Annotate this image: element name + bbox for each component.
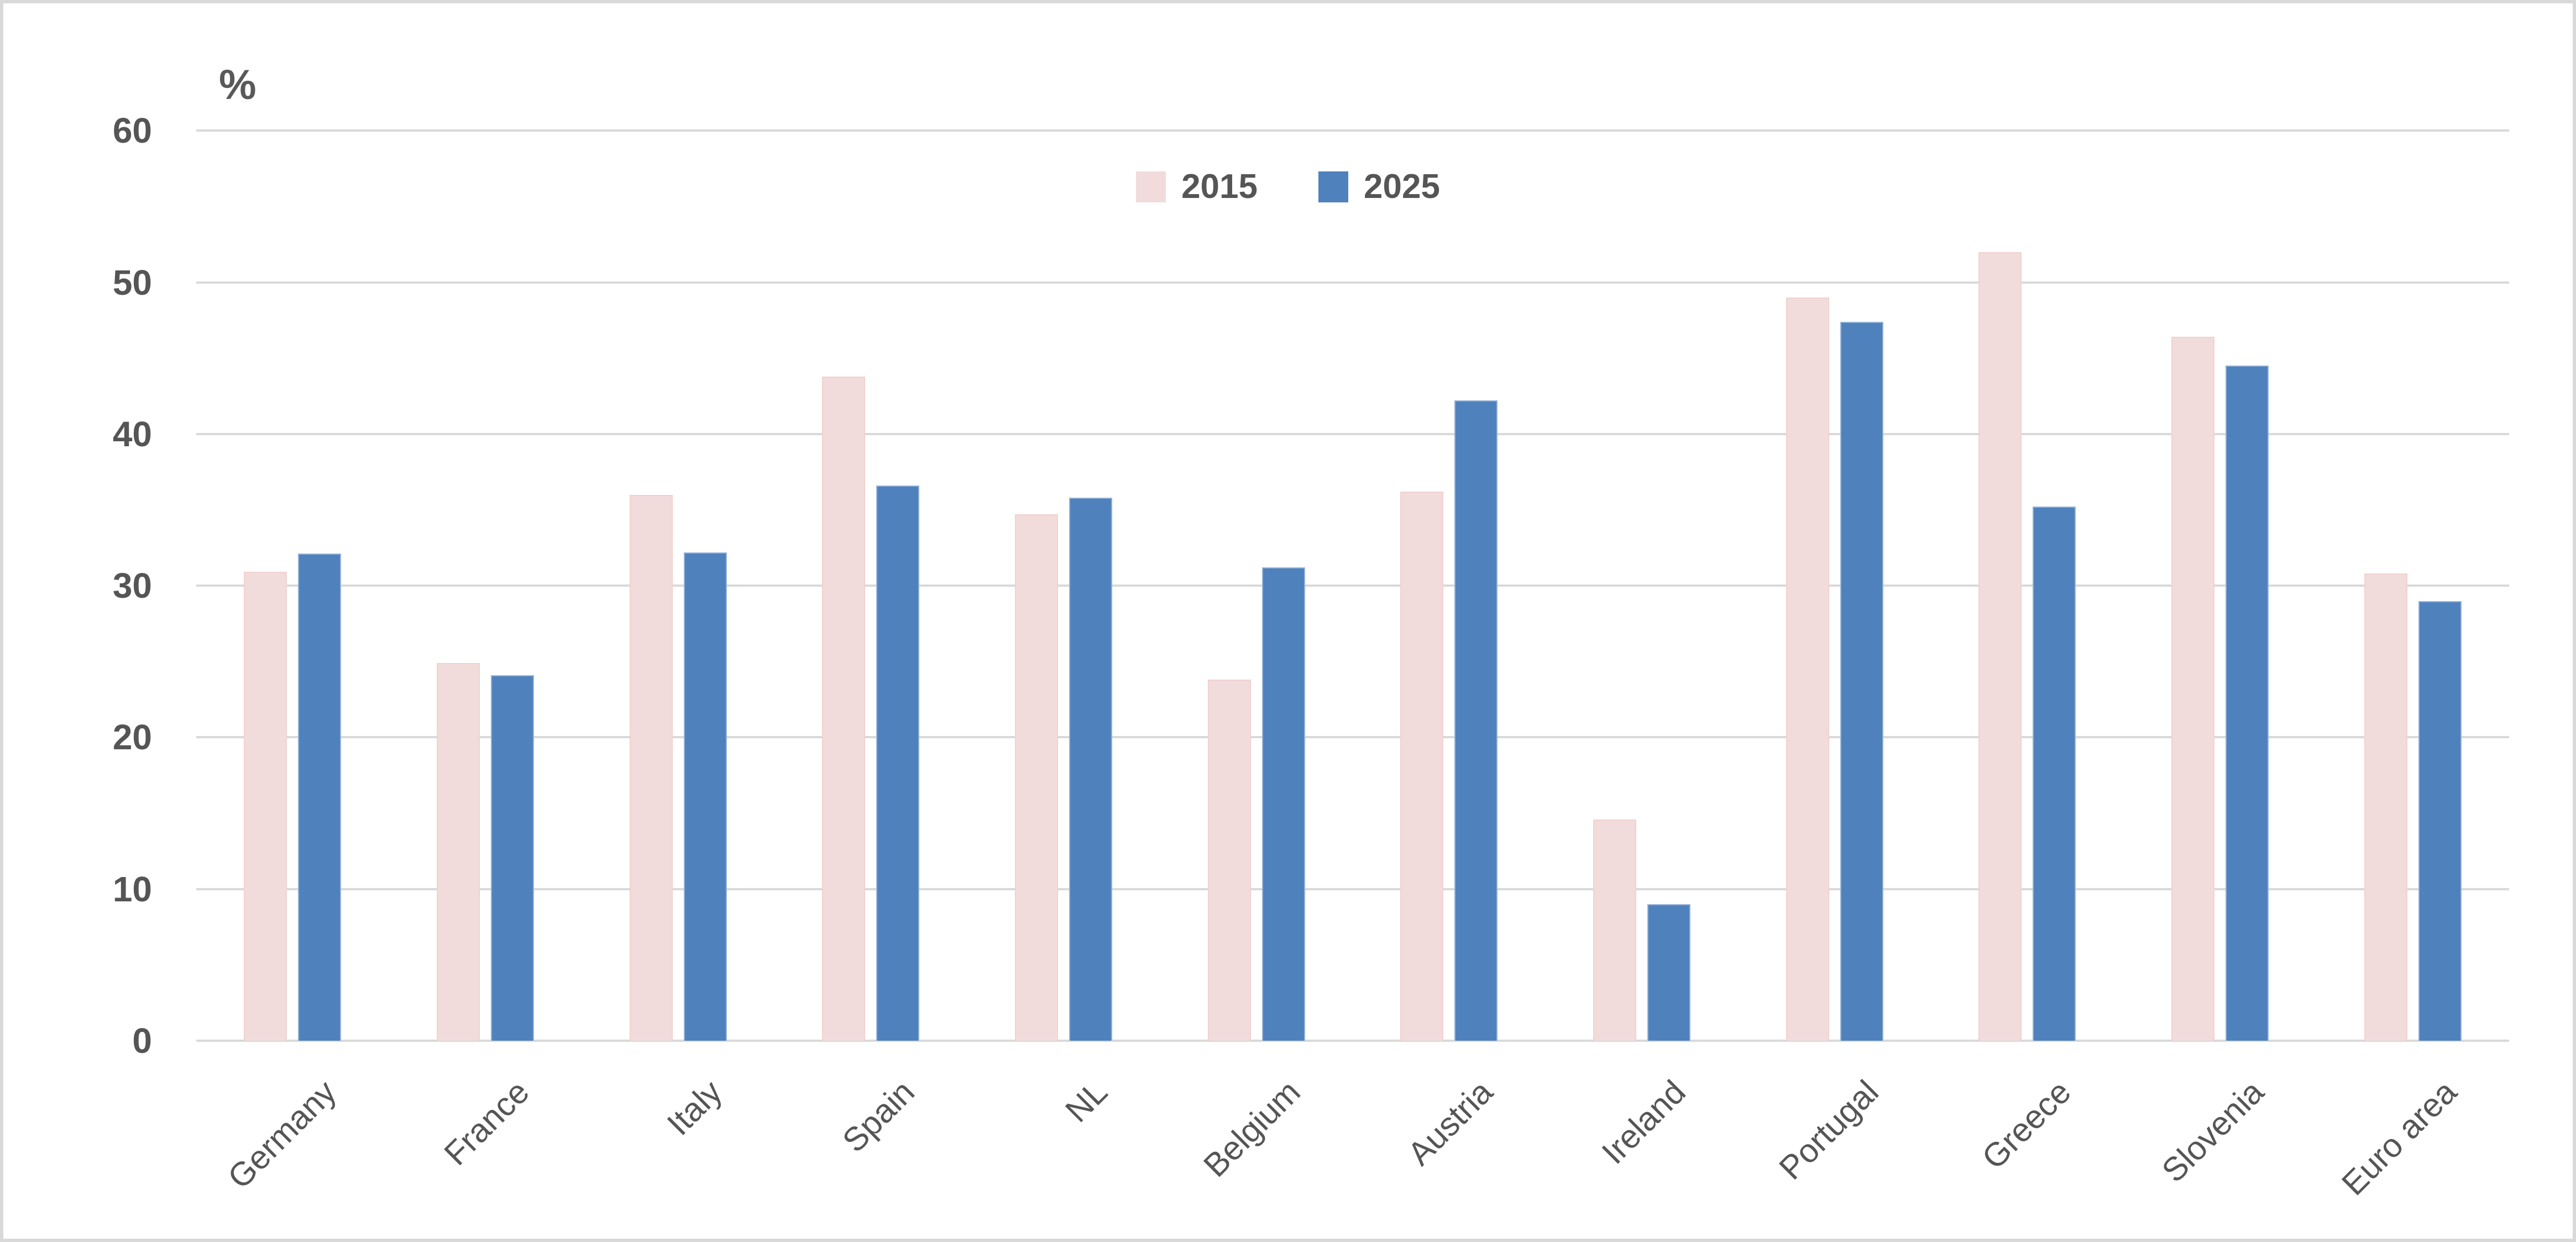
legend-entry-2015: 2015: [1136, 167, 1258, 206]
gridline-y-60: [196, 129, 2509, 132]
y-tick-label: 50: [112, 262, 152, 302]
legend-swatch-2025: [1318, 171, 1348, 202]
bar-2025-spain: [876, 486, 920, 1041]
bar-2015-euro-area: [2364, 573, 2407, 1041]
bar-2015-italy: [629, 494, 673, 1041]
bar-2025-ireland: [1647, 904, 1690, 1041]
x-tick-label-germany: Germany: [221, 1073, 344, 1196]
y-tick-label: 60: [112, 111, 152, 151]
bar-2025-slovenia: [2226, 366, 2269, 1041]
legend-label-2015: 2015: [1181, 168, 1258, 206]
bar-2015-portugal: [1786, 297, 1829, 1041]
bar-2015-spain: [822, 376, 866, 1041]
bar-2025-nl: [1069, 498, 1112, 1041]
legend-label-2025: 2025: [1364, 168, 1440, 206]
bar-2015-germany: [244, 572, 287, 1041]
y-tick-label: 0: [132, 1021, 152, 1061]
bar-2025-italy: [683, 552, 727, 1041]
bar-2015-ireland: [1593, 819, 1636, 1041]
bar-2015-slovenia: [2171, 337, 2214, 1041]
gridline-y-50: [196, 281, 2509, 284]
y-axis-unit-label: %: [219, 61, 256, 108]
bar-2025-france: [491, 675, 534, 1041]
bar-2025-euro-area: [2418, 601, 2462, 1041]
bar-2025-greece: [2033, 507, 2076, 1041]
gridline-y-40: [196, 432, 2509, 435]
legend-swatch-2015: [1136, 171, 1166, 202]
bar-2025-austria: [1454, 400, 1498, 1041]
bar-2015-nl: [1015, 514, 1058, 1041]
bar-2015-austria: [1400, 492, 1444, 1041]
y-tick-label: 30: [112, 566, 152, 606]
gridline-y-30: [196, 585, 2509, 587]
bar-2025-portugal: [1840, 321, 1883, 1041]
bar-2025-germany: [298, 554, 342, 1041]
y-tick-label: 10: [112, 869, 152, 909]
gridline-y-20: [196, 736, 2509, 739]
bar-2015-belgium: [1207, 680, 1251, 1041]
legend: 2015 2025: [3, 167, 2573, 206]
bar-2015-greece: [1978, 252, 2022, 1041]
y-tick-label: 20: [112, 717, 152, 758]
gridline-y-10: [196, 888, 2509, 890]
gridline-y-0: [196, 1040, 2509, 1042]
bar-2015-france: [437, 662, 480, 1041]
bar-2025-belgium: [1261, 567, 1305, 1041]
y-tick-label: 40: [112, 414, 152, 454]
legend-entry-2025: 2025: [1318, 167, 1440, 206]
